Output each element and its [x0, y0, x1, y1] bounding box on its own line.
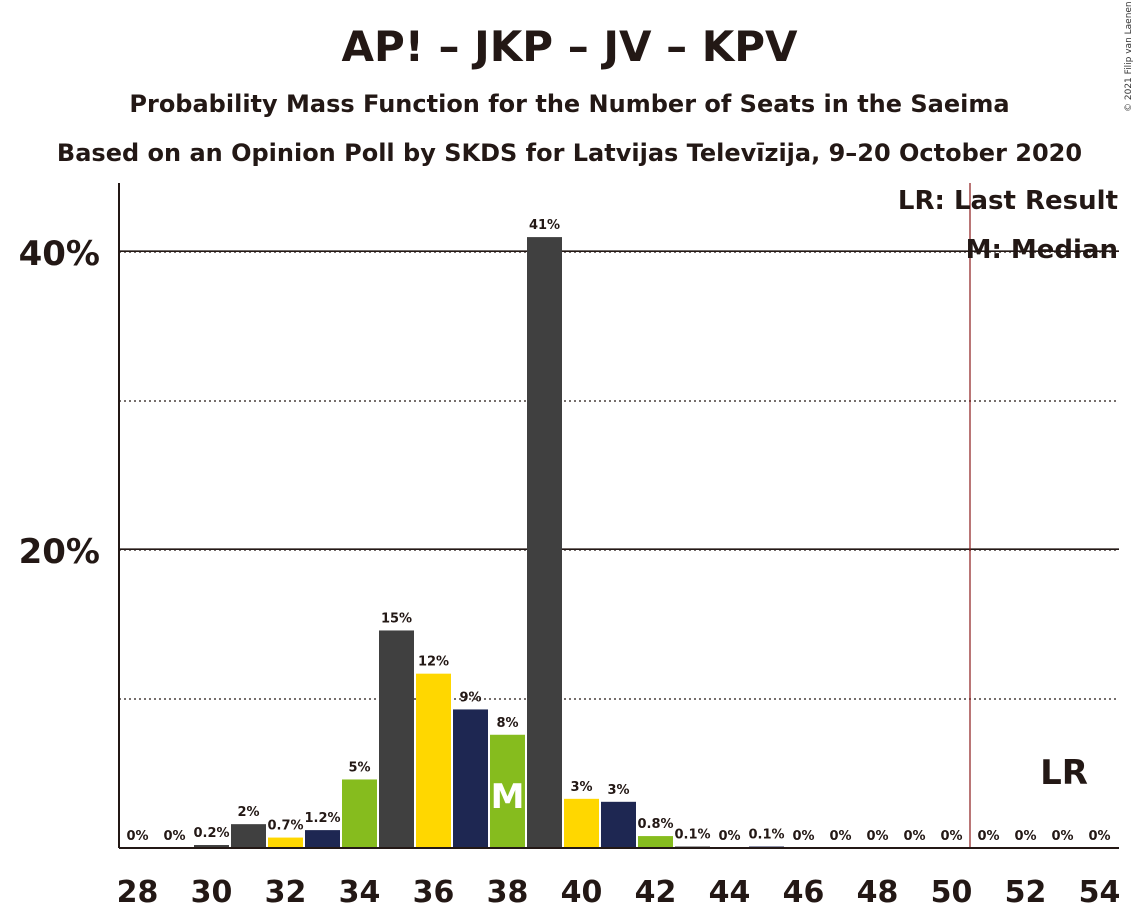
bar-seats-36 — [416, 673, 451, 848]
data-label-seats-36: 12% — [418, 655, 449, 670]
x-tick-label: 28 — [117, 875, 159, 910]
data-label-seats-46: 0% — [792, 829, 814, 844]
x-tick-label: 30 — [191, 875, 233, 910]
bar-seats-39 — [527, 237, 562, 849]
chart-subtitle: Probability Mass Function for the Number… — [129, 90, 1010, 118]
legend-median: M: Median — [966, 235, 1118, 265]
x-tick-label: 32 — [265, 875, 307, 910]
bar-seats-37 — [453, 709, 488, 848]
chart-source-line: Based on an Opinion Poll by SKDS for Lat… — [56, 139, 1083, 167]
data-label-seats-53: 0% — [1051, 829, 1073, 844]
bar-seats-33 — [305, 830, 340, 848]
data-label-seats-37: 9% — [459, 690, 481, 705]
bar-seats-38 — [490, 734, 525, 848]
x-tick-label: 44 — [709, 875, 751, 910]
data-label-seats-54: 0% — [1088, 829, 1110, 844]
y-tick-label: 40% — [19, 234, 100, 274]
data-label-seats-50: 0% — [940, 829, 962, 844]
bars-group — [194, 237, 784, 849]
data-label-seats-38: 8% — [496, 716, 518, 731]
bar-seats-34 — [342, 779, 377, 848]
bar-seats-30 — [194, 845, 229, 848]
x-tick-label: 34 — [339, 875, 381, 910]
data-label-seats-29: 0% — [163, 829, 185, 844]
x-tick-label: 48 — [857, 875, 899, 910]
data-label-seats-40: 3% — [570, 780, 592, 795]
grid-lines — [119, 250, 1119, 700]
data-label-seats-43: 0.1% — [674, 828, 710, 843]
median-marker: M — [491, 777, 525, 817]
data-label-seats-39: 41% — [529, 218, 560, 233]
bar-seats-31 — [231, 824, 266, 848]
x-tick-label: 40 — [561, 875, 603, 910]
data-label-seats-32: 0.7% — [267, 819, 303, 834]
data-label-seats-35: 15% — [381, 611, 412, 626]
data-label-seats-31: 2% — [237, 805, 259, 820]
x-tick-label: 36 — [413, 875, 455, 910]
data-label-seats-42: 0.8% — [637, 817, 673, 832]
data-label-seats-45: 0.1% — [748, 828, 784, 843]
bar-seats-42 — [638, 836, 673, 848]
data-label-seats-49: 0% — [903, 829, 925, 844]
data-label-seats-47: 0% — [829, 829, 851, 844]
axes-group: 20% 40% 28 30 32 34 36 38 40 42 44 46 48 50 52 54 — [19, 183, 1121, 910]
data-labels-group: 0% 0% 0.2% 2% 0.7% 1.2% 5% 15% 12% 9% 8% 41% 3% 3% 0.8… — [126, 183, 1111, 848]
y-tick-label: 20% — [19, 532, 100, 572]
x-tick-label: 52 — [1005, 875, 1047, 910]
x-tick-label: 42 — [635, 875, 677, 910]
chart-title: AP! – JKP – JV – KPV — [341, 22, 798, 71]
data-label-seats-44: 0% — [718, 829, 740, 844]
data-label-seats-51: 0% — [977, 829, 999, 844]
data-label-seats-34: 5% — [348, 760, 370, 775]
data-label-seats-52: 0% — [1014, 829, 1036, 844]
bar-seats-40 — [564, 798, 599, 848]
bar-seats-41 — [601, 801, 636, 848]
bar-seats-32 — [268, 837, 303, 848]
data-label-seats-41: 3% — [607, 783, 629, 798]
x-tick-label: 54 — [1079, 875, 1121, 910]
data-label-seats-30: 0.2% — [193, 826, 229, 841]
x-tick-label: 38 — [487, 875, 529, 910]
legend-last-result: LR: Last Result — [898, 186, 1118, 216]
data-label-seats-48: 0% — [866, 829, 888, 844]
x-tick-label: 46 — [783, 875, 825, 910]
data-label-seats-33: 1.2% — [304, 811, 340, 826]
data-label-seats-28: 0% — [126, 829, 148, 844]
bar-seats-35 — [379, 630, 414, 848]
last-result-marker: LR — [1040, 753, 1088, 793]
x-tick-label: 50 — [931, 875, 973, 910]
